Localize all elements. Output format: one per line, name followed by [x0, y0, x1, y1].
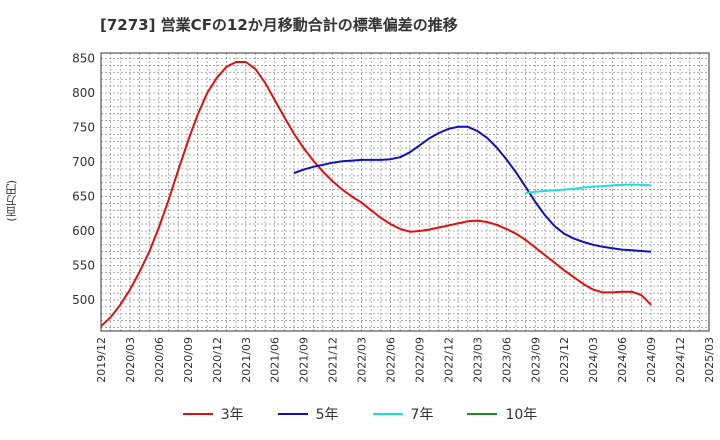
x-tick-label: 2021/09: [298, 337, 311, 383]
legend-label: 7年: [410, 407, 434, 423]
legend: 3年 5年 7年 10年: [0, 404, 720, 424]
x-tick-label: 2022/09: [413, 337, 426, 383]
x-tick-label: 2024/12: [674, 337, 687, 383]
series-line-3年: [100, 61, 652, 327]
legend-label: 10年: [505, 407, 538, 423]
legend-swatch: [277, 413, 308, 415]
legend-swatch: [467, 413, 498, 415]
x-tick-label: 2022/03: [356, 337, 369, 383]
chart-title: [7273] 営業CFの12か月移動合計の標準偏差の推移: [100, 16, 458, 34]
x-tick-label: 2019/12: [95, 337, 108, 383]
x-tick-label: 2023/03: [471, 337, 484, 383]
legend-item: 5年: [277, 404, 339, 424]
x-tick-label: 2025/03: [703, 337, 716, 383]
x-tick-label: 2024/03: [587, 337, 600, 383]
x-tick-label: 2021/06: [269, 337, 282, 383]
x-tick-label: 2020/06: [153, 337, 166, 383]
x-tick-label: 2023/09: [529, 337, 542, 383]
y-tick-label: 550: [72, 258, 95, 272]
legend-item: 7年: [372, 404, 434, 424]
legend-label: 5年: [315, 407, 339, 423]
x-tick-label: 2022/12: [442, 337, 455, 383]
x-tick-label: 2020/09: [182, 337, 195, 383]
y-tick-label: 500: [72, 293, 95, 307]
legend-item: 3年: [182, 404, 244, 424]
y-tick-label: 700: [72, 155, 95, 169]
legend-swatch: [182, 413, 213, 415]
grid-lines: [101, 53, 709, 331]
x-tick-label: 2023/12: [558, 337, 571, 383]
series-line-5年: [293, 125, 652, 253]
legend-item: 10年: [467, 404, 537, 424]
x-tick-label: 2024/06: [616, 337, 629, 383]
x-tick-label: 2023/06: [500, 337, 513, 383]
x-tick-label: 2022/06: [385, 337, 398, 383]
x-tick-label: 2020/03: [124, 337, 137, 383]
y-tick-label: 750: [72, 121, 95, 135]
y-tick-label: 800: [72, 86, 95, 100]
series-lines: [100, 61, 652, 327]
axis-ticks: 500 550 600 650 700 750 800 850 2019/12 2020/03 20…: [72, 52, 716, 383]
y-tick-label: 850: [72, 52, 95, 66]
legend-label: 3年: [220, 407, 244, 423]
x-tick-label: 2021/12: [327, 337, 340, 383]
y-tick-label: 600: [72, 224, 95, 238]
x-tick-label: 2020/12: [211, 337, 224, 383]
legend-swatch: [372, 413, 403, 415]
x-tick-label: 2024/09: [645, 337, 658, 383]
plot-frame: [100, 52, 710, 332]
x-tick-label: 2021/03: [240, 337, 253, 383]
series-line-7年: [525, 183, 652, 194]
y-tick-label: 650: [72, 189, 95, 203]
